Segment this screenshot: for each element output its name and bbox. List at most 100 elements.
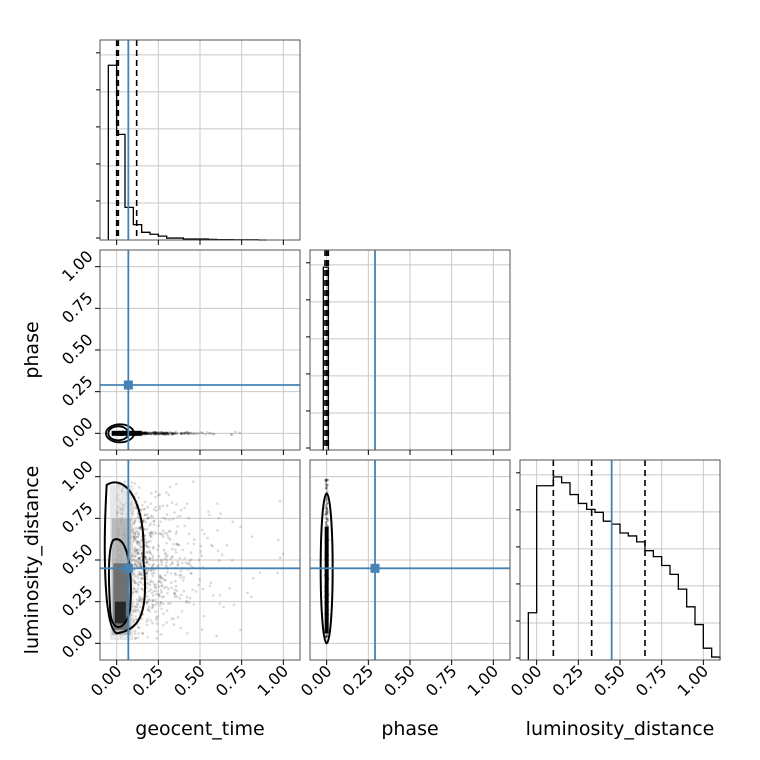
hist-panel-geocent-time bbox=[96, 39, 301, 245]
scatter-point bbox=[230, 433, 234, 436]
scatter-point bbox=[134, 561, 138, 564]
scatter-point bbox=[158, 507, 162, 511]
scatter-point bbox=[148, 598, 152, 602]
scatter-point bbox=[134, 590, 138, 594]
scatter-point bbox=[189, 564, 192, 568]
scatter-point bbox=[216, 549, 220, 552]
scatter-point bbox=[182, 431, 186, 435]
scatter-point bbox=[157, 433, 160, 436]
scatter-point bbox=[154, 598, 157, 602]
scatter-point bbox=[230, 433, 233, 436]
scatter-point bbox=[209, 581, 213, 584]
scatter-point bbox=[194, 590, 198, 593]
scatter-point bbox=[178, 514, 182, 518]
scatter-point bbox=[170, 581, 173, 584]
scatter-point bbox=[187, 431, 191, 435]
scatter-point bbox=[146, 432, 150, 435]
scatter-point bbox=[151, 554, 154, 557]
scatter-point bbox=[162, 432, 165, 435]
scatter-point bbox=[142, 431, 146, 435]
scatter-point bbox=[133, 532, 137, 536]
scatter-point bbox=[153, 430, 156, 434]
scatter-point bbox=[165, 561, 168, 564]
scatter-point bbox=[193, 432, 196, 436]
scatter-point bbox=[186, 562, 190, 565]
scatter-point bbox=[173, 432, 176, 435]
scatter-point bbox=[165, 555, 168, 558]
scatter-point bbox=[152, 431, 156, 435]
scatter-point bbox=[141, 587, 144, 591]
scatter-point bbox=[149, 534, 152, 538]
scatter-point bbox=[209, 431, 213, 435]
scatter-point bbox=[136, 576, 140, 580]
scatter-point bbox=[164, 517, 168, 521]
scatter-point bbox=[160, 563, 164, 567]
scatter-point bbox=[176, 564, 179, 567]
scatter-point bbox=[190, 572, 193, 575]
scatter-point bbox=[176, 616, 180, 619]
scatter-point bbox=[154, 505, 158, 509]
scatter-point bbox=[149, 540, 152, 543]
scatter-point bbox=[325, 507, 329, 511]
scatter-point bbox=[139, 526, 143, 529]
scatter-point bbox=[149, 431, 153, 435]
x-label-luminosity-distance: luminosity_distance bbox=[526, 718, 715, 740]
scatter-point bbox=[151, 605, 155, 609]
scatter-point bbox=[136, 561, 140, 564]
scatter-point bbox=[136, 535, 140, 539]
scatter-point bbox=[170, 501, 174, 504]
scatter-point bbox=[136, 608, 140, 612]
scatter-point bbox=[132, 580, 136, 584]
scatter-point bbox=[172, 617, 176, 620]
scatter-point bbox=[171, 432, 175, 436]
scatter-point bbox=[137, 631, 140, 635]
scatter-point bbox=[230, 559, 234, 562]
scatter-point bbox=[171, 555, 174, 558]
scatter-point bbox=[165, 504, 169, 507]
scatter-point bbox=[170, 431, 173, 435]
x-tick-label-4: 1.00 bbox=[254, 661, 293, 700]
scatter-point bbox=[144, 541, 148, 544]
scatter-point bbox=[144, 432, 148, 435]
scatter-point bbox=[325, 511, 329, 515]
scatter-point bbox=[159, 601, 162, 604]
scatter-point bbox=[133, 581, 137, 584]
scatter-point bbox=[161, 432, 165, 436]
x-tick-label-2: 0.50 bbox=[590, 661, 629, 700]
scatter-point bbox=[137, 557, 140, 560]
scatter-point bbox=[141, 431, 145, 435]
scatter-point bbox=[140, 552, 144, 555]
scatter-point bbox=[157, 431, 160, 434]
scatter-point bbox=[171, 432, 174, 435]
scatter-point bbox=[134, 581, 137, 585]
scatter-point bbox=[211, 544, 214, 548]
scatter-point bbox=[135, 548, 138, 552]
scatter-point bbox=[166, 534, 169, 538]
scatter-point bbox=[138, 557, 141, 560]
scatter-point bbox=[148, 431, 151, 435]
contour-inner bbox=[108, 538, 132, 628]
scatter-point bbox=[325, 508, 328, 512]
scatter-point bbox=[154, 586, 158, 590]
scatter-point bbox=[142, 431, 145, 434]
scatter-point bbox=[216, 502, 219, 505]
scatter-point bbox=[324, 524, 328, 527]
scatter-point bbox=[143, 431, 147, 435]
scatter-point bbox=[140, 617, 144, 621]
scatter-point bbox=[217, 516, 221, 520]
scatter-point bbox=[134, 547, 137, 551]
scatter-point bbox=[170, 547, 174, 551]
scatter-point bbox=[162, 432, 166, 435]
x-tick-label-0: 0.00 bbox=[297, 661, 336, 700]
scatter-point bbox=[138, 486, 141, 489]
scatter-point bbox=[146, 432, 150, 435]
scatter-point bbox=[145, 600, 148, 604]
scatter-point bbox=[225, 544, 229, 547]
scatter-point bbox=[158, 432, 161, 436]
scatter-point bbox=[137, 540, 141, 544]
scatter-point bbox=[176, 560, 180, 564]
scatter-point bbox=[170, 432, 174, 435]
scatter-point bbox=[147, 516, 151, 520]
scatter-point bbox=[149, 432, 153, 436]
